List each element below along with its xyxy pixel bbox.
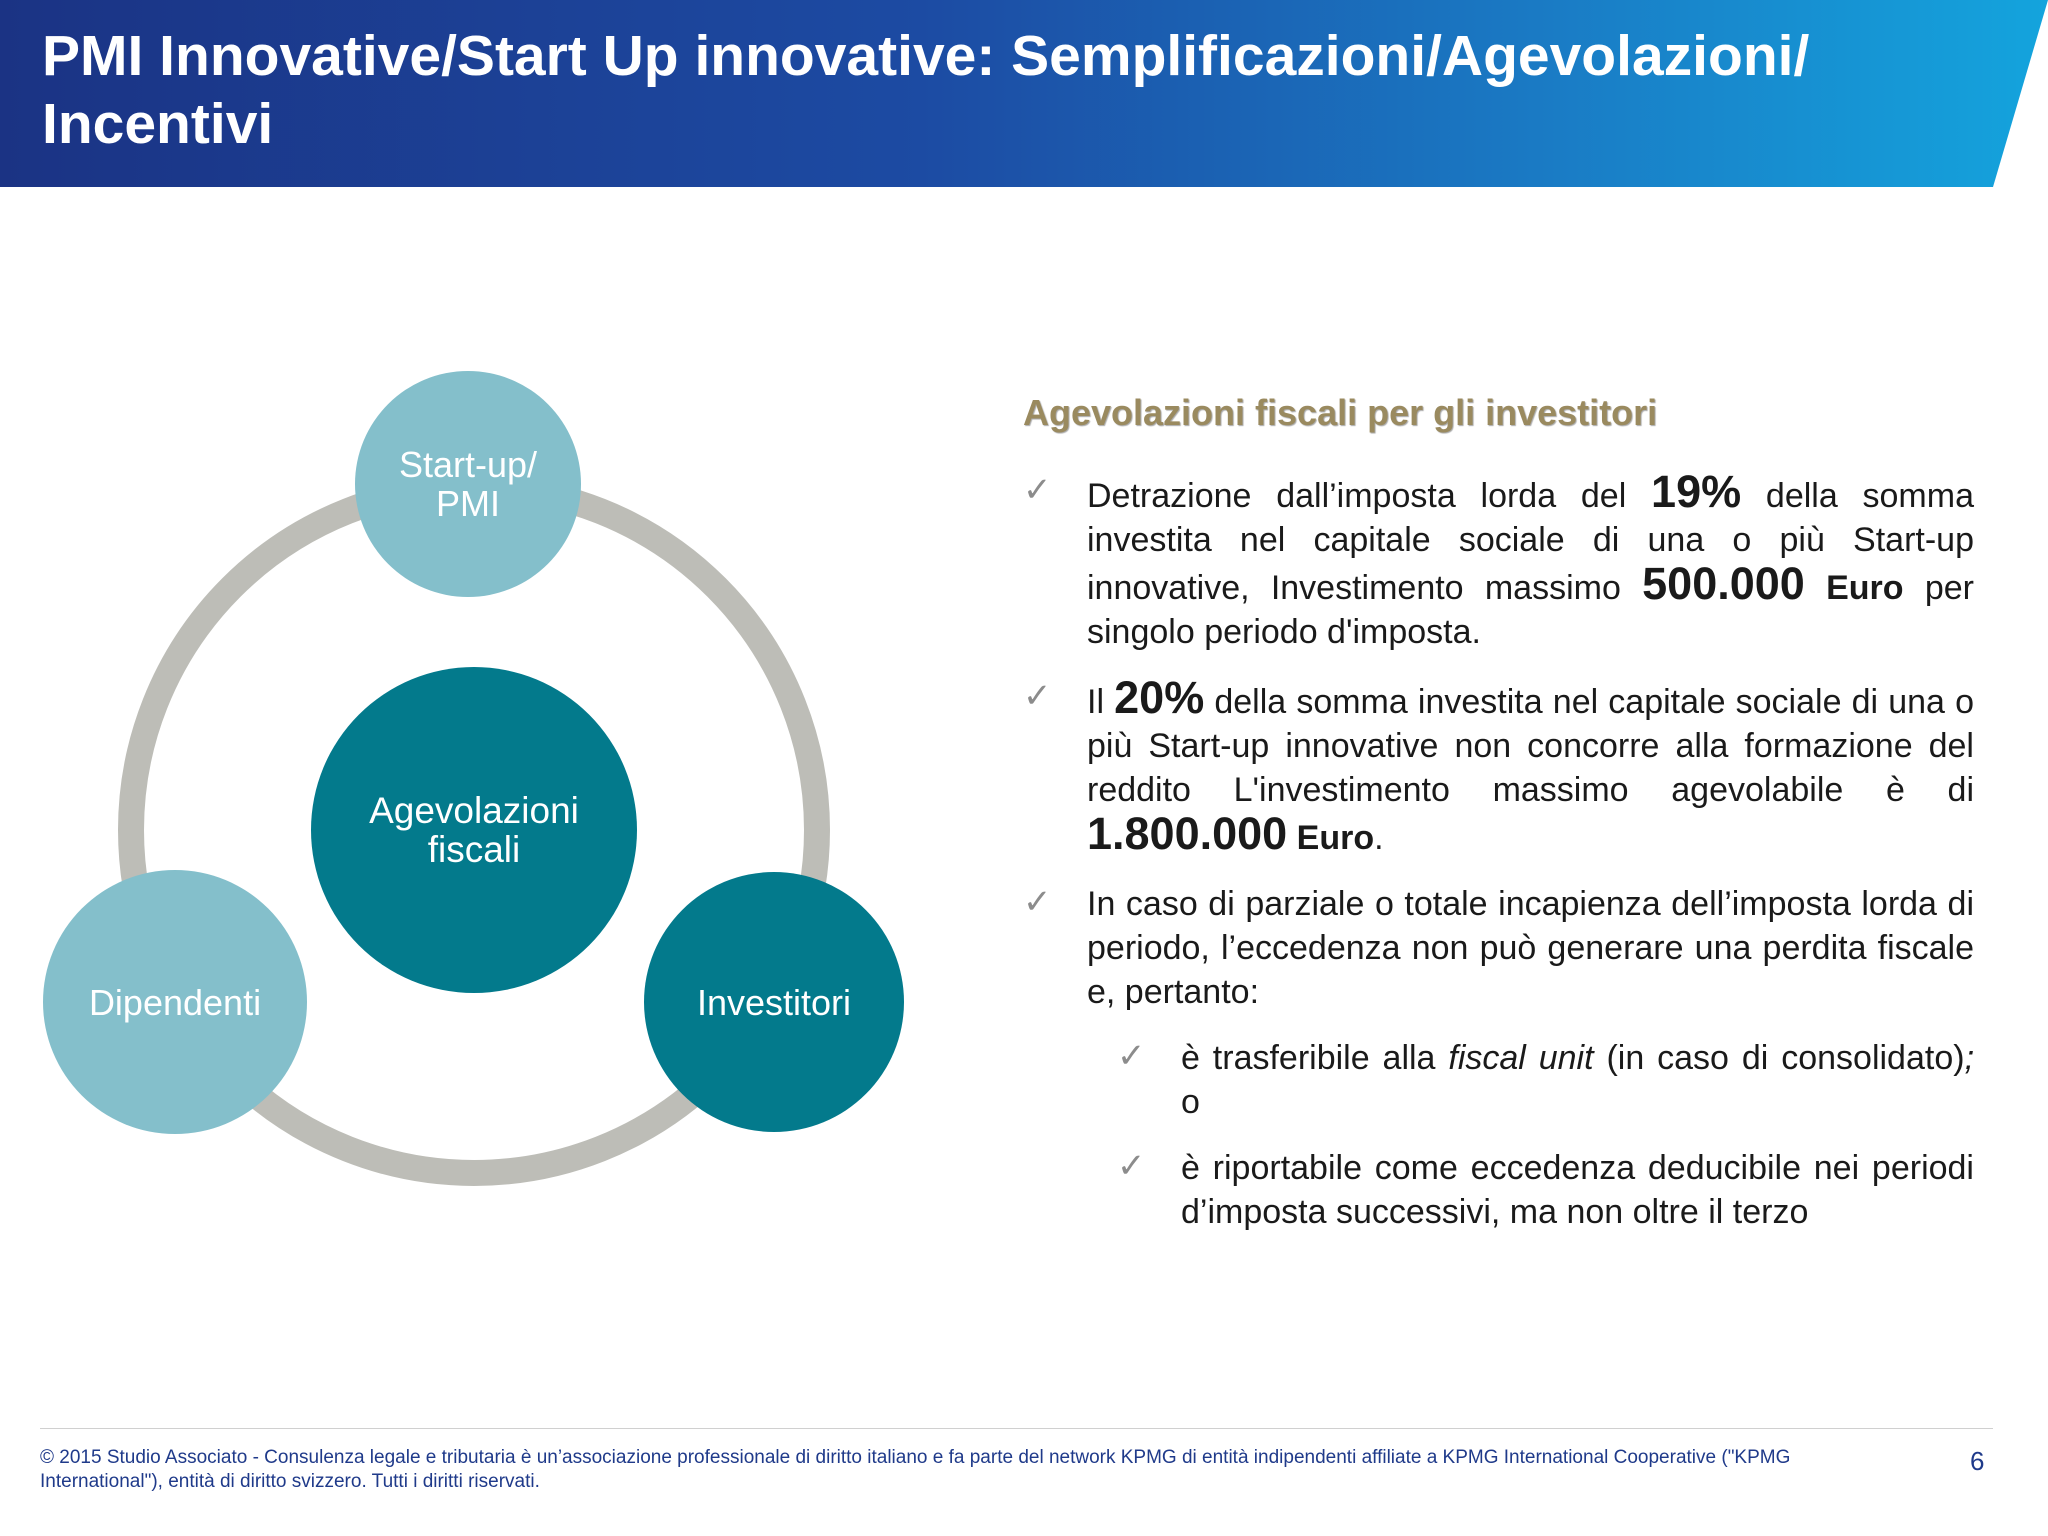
sub-bullet-item-2: ✓ è riportabile come eccedenza deducibil… — [1117, 1146, 1974, 1234]
node-dipendenti-text: Dipendenti — [88, 981, 262, 1023]
cycle-diagram — [43, 371, 904, 1186]
node-startup-circle — [355, 371, 581, 597]
bullet1-euro: Euro — [1804, 569, 1904, 607]
bullet2-percent: 20% — [1114, 672, 1205, 723]
check-icon: ✓ — [1023, 471, 1052, 509]
node-center-circle — [311, 667, 637, 993]
bullet3-text: In caso di parziale o totale incapienza … — [1087, 885, 1974, 1011]
footer-text: © 2015 Studio Associato - Consulenza leg… — [40, 1447, 1791, 1492]
footer-divider — [40, 1428, 1993, 1429]
bullet1-text-c: per singolo periodo d'imposta. — [1087, 569, 1974, 651]
bullet1-percent: 19% — [1651, 466, 1742, 517]
sub1-text-c: o — [1181, 1083, 1200, 1121]
bullet1-amount: 500.000 — [1642, 558, 1805, 609]
page-title-line2: Incentivi — [42, 92, 274, 156]
bullet1-text-a: Detrazione dall’imposta lorda del — [1087, 477, 1652, 515]
sub1-text-a: è trasferibile alla — [1181, 1039, 1449, 1077]
node-center-line2: fiscali — [427, 829, 521, 870]
node-investitori-circle — [644, 872, 904, 1132]
check-icon: ✓ — [1023, 883, 1052, 921]
bullet1-text-b: della somma investita nel capitale socia… — [1087, 477, 1974, 607]
page-title: PMI Innovative/Start Up innovative: Semp… — [42, 22, 1922, 158]
sub2-text: è riportabile come eccedenza deducibile … — [1181, 1149, 1974, 1231]
check-icon: ✓ — [1117, 1147, 1146, 1185]
sub1-semicolon: ; — [1964, 1039, 1975, 1077]
bullet-item-3: ✓ In caso di parziale o totale incapienz… — [1023, 882, 1974, 1014]
page-title-line1: PMI Innovative/Start Up innovative: Semp… — [42, 24, 1810, 88]
bullet2-text-a: Il — [1087, 683, 1115, 721]
node-investitori-text: Investitori — [696, 981, 852, 1023]
header-banner: PMI Innovative/Start Up innovative: Semp… — [0, 0, 2048, 187]
bullet2-euro: Euro — [1287, 819, 1375, 857]
bullet-item-2: ✓ Il 20% della somma investita nel capit… — [1023, 675, 1974, 860]
sub1-italic: fiscal unit — [1448, 1039, 1594, 1077]
check-icon: ✓ — [1023, 677, 1052, 715]
check-icon: ✓ — [1117, 1037, 1146, 1075]
node-center-label: Agevolazioni fiscali — [314, 770, 634, 890]
bullet2-text-b: della somma investita nel capitale socia… — [1087, 683, 1974, 809]
node-startup-line1: Start-up/ — [398, 444, 538, 485]
page-number: 6 — [1970, 1446, 1985, 1476]
node-startup-label: Start-up/ PMI — [356, 424, 580, 544]
node-center-line1: Agevolazioni — [369, 790, 579, 831]
sub-bullet-item-1: ✓ è trasferibile alla fiscal unit (in ca… — [1117, 1036, 1974, 1124]
header-background — [0, 0, 2048, 187]
node-investitori-label: Investitori — [644, 972, 904, 1032]
bullet2-text-c: . — [1374, 819, 1384, 857]
node-dipendenti-circle — [43, 870, 307, 1134]
bullet-item-1: ✓ Detrazione dall’imposta lorda del 19% … — [1023, 469, 1974, 654]
sub1-text-b: (in caso di consolidato) — [1593, 1039, 1965, 1077]
bullet2-amount: 1.800.000 — [1087, 808, 1288, 859]
node-startup-line2: PMI — [435, 483, 500, 524]
section-subtitle: Agevolazioni fiscali per gli investitori — [1023, 392, 1658, 433]
bullet-list: ✓ Detrazione dall’imposta lorda del 19% … — [1023, 469, 1974, 1256]
node-dipendenti-label: Dipendenti — [45, 972, 305, 1032]
